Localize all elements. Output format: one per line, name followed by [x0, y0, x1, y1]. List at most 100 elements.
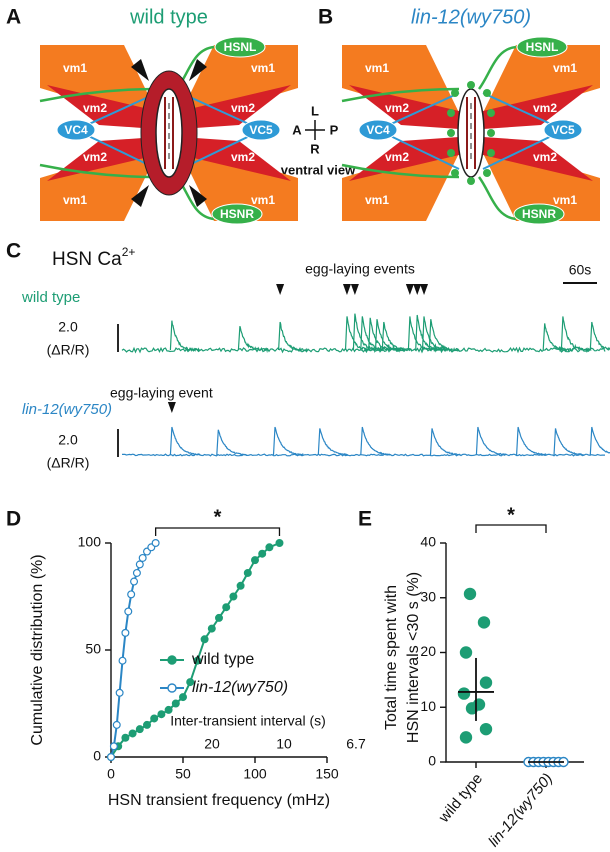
arrowhead-group [189, 59, 207, 81]
trace-name: lin-12(wy750) [22, 401, 112, 418]
scale-unit: (ΔR/R) [47, 342, 90, 358]
synapse-marker [447, 129, 455, 137]
diagram [341, 45, 600, 221]
calcium-transient [169, 320, 201, 352]
cell-label: VC4 [366, 123, 390, 137]
arrowhead [189, 185, 207, 207]
significance-bracket [154, 527, 281, 536]
x-tick-label: 0 [107, 766, 115, 782]
calcium-transient [560, 316, 592, 354]
event-arrowhead [420, 284, 429, 295]
cell-label: vm1 [63, 193, 87, 207]
data-point [457, 687, 471, 700]
data-point [143, 720, 152, 729]
cell-oval [241, 119, 281, 141]
y-axis-label: Cumulative distribution (%) [29, 554, 46, 745]
cell-label: vm2 [385, 101, 409, 115]
hsn-process [477, 176, 517, 221]
arrowhead [131, 185, 149, 207]
data-point [463, 587, 477, 601]
calcium-transient [272, 426, 304, 456]
data-point [236, 581, 245, 590]
data-point [251, 556, 260, 565]
cell-label: vm2 [231, 150, 255, 164]
significance-bracket [475, 524, 547, 533]
synapse-marker [447, 109, 455, 117]
data-point [258, 549, 267, 558]
cell-label: HSNL [224, 40, 257, 54]
data-point [459, 646, 473, 659]
x-axis-label: HSN transient frequency (mHz) [108, 792, 330, 809]
significance-mark: * [507, 504, 515, 526]
calcium-transient [475, 426, 507, 456]
trace-name: wild type [21, 289, 80, 306]
muscle-quadrant [483, 85, 593, 129]
cell-label: vm1 [553, 193, 577, 207]
data-point [459, 731, 473, 744]
vm1-muscle [40, 141, 163, 221]
cell-oval [214, 36, 266, 58]
y-tick-label: 40 [420, 534, 436, 550]
x-tick-label: 150 [315, 766, 339, 782]
event-arrowhead [342, 284, 351, 295]
legend-label: lin-12(wy750) [192, 679, 288, 696]
calcium-transient [237, 326, 269, 354]
muscle-quadrant [483, 137, 593, 181]
data-point [135, 725, 144, 734]
secondary-tick-label: 20 [204, 736, 220, 752]
arrowhead-group [189, 185, 207, 207]
hsn-process [477, 45, 517, 90]
cell-oval [211, 203, 263, 225]
cell-label: vm1 [63, 61, 87, 75]
significance-mark: * [214, 506, 222, 528]
event-arrowhead [405, 284, 414, 295]
synapse-marker [487, 149, 495, 157]
data-point [193, 656, 202, 665]
title-superscript: 2+ [122, 245, 136, 259]
compass: L A P R ventral view [281, 103, 356, 177]
panel-label: A [6, 6, 21, 29]
cell-oval [56, 119, 96, 141]
synapse-marker [487, 129, 495, 137]
synapse-marker [451, 89, 459, 97]
event-arrowhead [167, 402, 176, 413]
cell-label: vm1 [251, 193, 275, 207]
muscle-quadrant [175, 141, 298, 221]
cell-label: HSNR [220, 207, 254, 221]
scale-label: 2.0 [58, 319, 78, 335]
calcium-transient [216, 429, 247, 456]
neuron-half [341, 163, 517, 221]
title-text: HSN Ca [52, 249, 122, 270]
cell-oval [513, 203, 565, 225]
calcium-transient [360, 426, 391, 456]
x-tick-label: 50 [175, 766, 191, 782]
secondary-tick-label: 10 [276, 736, 292, 752]
muscle-quadrant [40, 141, 163, 221]
vm2-muscle [483, 137, 593, 181]
muscle-quadrant [342, 141, 465, 221]
cell-label: VC5 [551, 123, 575, 137]
hsn-process [341, 163, 460, 179]
cell-label: VC5 [249, 123, 273, 137]
secondary-axis-label: Inter-transient interval (s) [170, 713, 326, 729]
cell-label: VC4 [64, 123, 88, 137]
cell-label: vm1 [365, 193, 389, 207]
compass-label: L [311, 103, 319, 118]
synapse-marker [487, 109, 495, 117]
calcium-transient [368, 317, 399, 352]
calcium-transient [169, 426, 201, 456]
y-axis-label: HSN intervals <30 s (%) [405, 572, 422, 743]
y-tick-label: 0 [93, 748, 101, 764]
vm2-muscle [483, 85, 593, 129]
data-point [118, 656, 127, 665]
cell-label: vm2 [533, 101, 557, 115]
y-axis-label: Total time spent with [383, 585, 400, 730]
hsn-process [39, 87, 158, 103]
calcium-transient [429, 428, 461, 456]
y-tick-label: 10 [420, 698, 436, 714]
panel-label: C [6, 240, 21, 263]
data-point [115, 688, 124, 697]
